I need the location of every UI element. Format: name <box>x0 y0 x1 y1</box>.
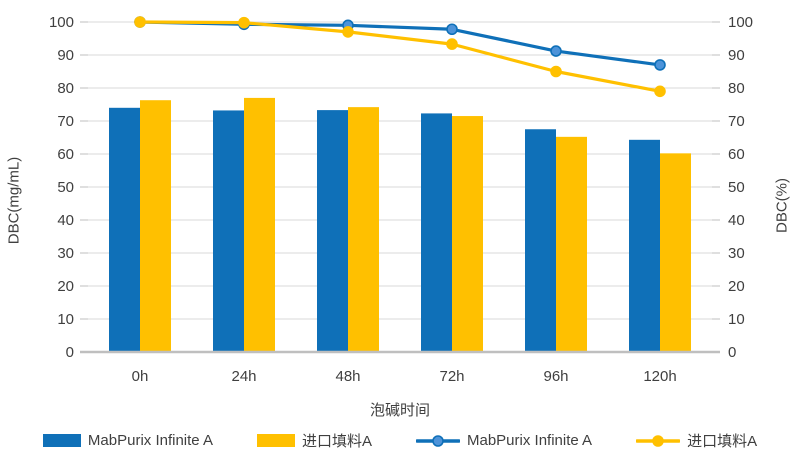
bar <box>421 113 452 352</box>
y-axis-left-label: 60 <box>57 146 74 163</box>
y-axis-left-label: 40 <box>57 212 74 229</box>
y-axis-left-label: 80 <box>57 80 74 97</box>
data-point-marker <box>550 45 562 57</box>
line-series <box>138 20 662 93</box>
y-axis-right-label: 70 <box>728 113 745 130</box>
bar <box>525 129 556 352</box>
y-axis-right-label: 30 <box>728 245 745 262</box>
legend-label: MabPurix Infinite A <box>87 432 213 449</box>
bar <box>629 139 660 352</box>
y-axis-left-label: 30 <box>57 245 74 262</box>
y-axis-right-label: 0 <box>728 344 736 361</box>
y-axis-left-label: 20 <box>57 278 74 295</box>
y-axis-right-label: 50 <box>728 179 745 196</box>
legend-label: 进口填料A <box>687 433 758 450</box>
data-point-marker <box>238 16 250 29</box>
x-axis-title: 泡碱时间 <box>369 402 430 419</box>
legend: MabPurix Infinite A 进口填料A MabPurix Infin… <box>0 430 800 451</box>
y-axis-right-label: 10 <box>728 311 745 328</box>
data-point-marker <box>654 85 666 98</box>
y-axis-right-label: 100 <box>728 14 753 31</box>
y-axis-right-title: DBC(%) <box>773 178 791 233</box>
data-point-marker <box>446 38 458 50</box>
plot-svg: 0 0 10 10 20 20 30 30 40 40 50 50 60 60 70 70 80 80 90 90 10… <box>49 14 753 385</box>
legend-item-bar-mabpurix: MabPurix Infinite A <box>42 432 213 449</box>
data-point-marker <box>134 16 146 28</box>
line-series <box>138 20 662 67</box>
bar <box>556 136 587 352</box>
x-axis-label: 24h <box>231 368 256 385</box>
y-axis-left-label: 0 <box>66 344 74 361</box>
legend-label: MabPurix Infinite A <box>467 432 593 449</box>
y-axis-right-label: 20 <box>728 278 745 295</box>
bar <box>244 97 275 353</box>
data-point-marker <box>446 23 458 36</box>
bar <box>660 153 691 352</box>
line-marker-glyph <box>415 434 461 447</box>
bar <box>140 100 171 353</box>
legend-label: 进口填料A <box>301 433 372 450</box>
y-axis-left-label: 90 <box>57 47 74 64</box>
legend-item-bar-imported: 进口填料A <box>256 430 372 451</box>
bar-swatch-icon <box>42 434 81 447</box>
legend-item-line-mabpurix: MabPurix Infinite A <box>415 432 593 449</box>
y-axis-right-label: 90 <box>728 47 745 64</box>
legend-item-line-imported: 进口填料A <box>635 430 758 451</box>
y-axis-right-label: 80 <box>728 80 745 97</box>
x-axis-label: 96h <box>543 368 568 385</box>
x-axis-label: 72h <box>439 368 464 385</box>
line-marker-swatch-icon <box>415 434 461 448</box>
bar <box>213 110 244 352</box>
y-axis-right-label: 60 <box>728 146 745 163</box>
bar-swatch-icon <box>256 434 295 447</box>
y-axis-left-label: 50 <box>57 179 74 196</box>
data-point-marker <box>550 65 562 78</box>
data-point-marker <box>654 59 666 71</box>
line-marker-swatch-icon <box>635 434 681 448</box>
bar <box>109 107 140 352</box>
data-point-marker <box>342 26 354 38</box>
y-axis-left-label: 70 <box>57 113 74 130</box>
y-axis-left-label: 10 <box>57 311 74 328</box>
x-axis-label: 48h <box>335 368 360 385</box>
x-axis-label: 120h <box>643 368 676 385</box>
bar <box>452 116 483 352</box>
bar <box>348 107 379 352</box>
x-axis-label: 0h <box>132 368 149 385</box>
y-axis-left-label: 100 <box>49 14 74 31</box>
line-marker-glyph <box>635 434 681 447</box>
y-axis-left-title: DBC(mg/mL) <box>5 156 23 245</box>
y-axis-right-label: 40 <box>728 212 745 229</box>
bar <box>317 110 348 352</box>
